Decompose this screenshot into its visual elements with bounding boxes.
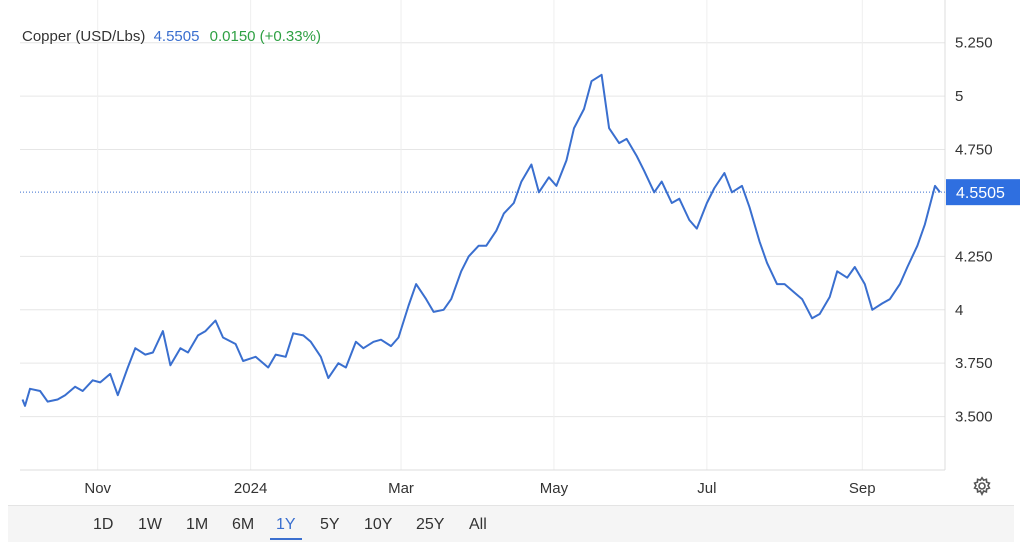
horizontal-gridlines	[20, 42, 945, 418]
x-tick-label: 2024	[234, 480, 267, 497]
price-chart: 5.250 5 4.750 4.250 4 3.750 3.500 Nov 2024 Mar Ma…	[20, 0, 1020, 497]
range-selector: 1D 1W 1M 6M 1Y 5Y 10Y 25Y All	[8, 505, 1014, 542]
y-tick-label: 4	[955, 302, 963, 319]
y-axis-ticks: 5.250 5 4.750 4.250 4 3.750 3.500	[955, 35, 993, 426]
gear-icon[interactable]	[972, 476, 992, 496]
range-button-25y[interactable]: 25Y	[410, 510, 450, 540]
vertical-gridlines	[20, 0, 946, 471]
current-price: 4.5505	[153, 28, 200, 45]
price-change: 0.0150 (+0.33%)	[209, 28, 321, 45]
x-tick-label: Mar	[388, 480, 414, 497]
range-button-1w[interactable]: 1W	[132, 510, 168, 540]
x-tick-label: Jul	[697, 480, 716, 497]
range-button-all[interactable]: All	[463, 510, 493, 540]
current-price-layer: 4.5505	[20, 179, 1020, 206]
y-tick-label: 3.750	[955, 355, 993, 372]
range-button-1m[interactable]: 1M	[180, 510, 214, 540]
y-tick-label: 5.250	[955, 35, 993, 52]
x-tick-label: May	[540, 480, 569, 497]
series-line	[21, 73, 941, 407]
x-tick-label: Sep	[849, 480, 876, 497]
range-button-1d[interactable]: 1D	[87, 510, 119, 540]
range-button-5y[interactable]: 5Y	[314, 510, 346, 540]
y-tick-label: 3.500	[955, 409, 993, 426]
range-button-6m[interactable]: 6M	[226, 510, 260, 540]
range-button-10y[interactable]: 10Y	[358, 510, 398, 540]
current-price-badge-label: 4.5505	[956, 185, 1005, 202]
series-layer	[21, 73, 941, 407]
instrument-name: Copper (USD/Lbs)	[22, 28, 146, 45]
y-tick-label: 4.750	[955, 142, 993, 159]
y-tick-label: 5	[955, 88, 963, 105]
range-button-1y[interactable]: 1Y	[270, 510, 302, 540]
x-axis-ticks: Nov 2024 Mar May Jul Sep	[84, 480, 875, 497]
chart-area: 5.250 5 4.750 4.250 4 3.750 3.500 Nov 2024 Mar Ma…	[20, 0, 1020, 497]
chart-title: Copper (USD/Lbs) 4.5505 0.0150 (+0.33%)	[22, 28, 321, 45]
x-tick-label: Nov	[84, 480, 111, 497]
y-tick-label: 4.250	[955, 248, 993, 265]
current-price-badge	[946, 179, 1020, 206]
